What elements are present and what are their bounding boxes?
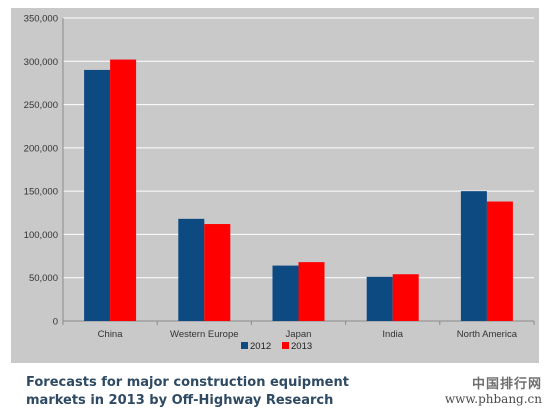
y-tick-label: 100,000 <box>24 230 58 241</box>
watermark-url: www.phbang.cn <box>444 392 542 406</box>
chart-caption: Forecasts for major construction equipme… <box>26 375 349 408</box>
bar-chart: 0 50,000 100,000 150,000 200,000 250,000 300,0… <box>24 14 535 352</box>
bar-2012-japan <box>272 265 299 321</box>
bar-2013-india <box>392 274 419 321</box>
y-tick-label: 300,000 <box>24 57 58 68</box>
y-tick-label: 350,000 <box>24 14 58 25</box>
x-tick-label: India <box>382 329 403 340</box>
watermark: 中国排行网 www.phbang.cn <box>445 373 542 406</box>
legend-swatch-2012 <box>241 342 248 349</box>
bar-2012-india <box>366 276 393 321</box>
bar-2012-western-europe <box>178 218 205 321</box>
bar-2013-japan <box>298 262 325 321</box>
bar-2013-china <box>110 59 137 321</box>
legend-label-2012: 2012 <box>250 341 271 352</box>
chart-panel: 0 50,000 100,000 150,000 200,000 250,000 300,0… <box>11 8 539 363</box>
x-tick-label: Japan <box>286 329 312 340</box>
y-tick-label: 0 <box>53 317 58 328</box>
x-tick-label: North America <box>457 329 518 340</box>
legend-swatch-2013 <box>282 342 289 349</box>
bar-2012-china <box>84 69 111 321</box>
x-tick-label: Western Europe <box>170 329 238 340</box>
y-tick-label: 200,000 <box>24 143 58 154</box>
legend-label-2013: 2013 <box>291 341 312 352</box>
bar-2013-north-america <box>486 201 513 321</box>
bar-2012-north-america <box>460 191 487 321</box>
y-tick-label: 50,000 <box>29 273 58 284</box>
y-tick-label: 150,000 <box>24 187 58 198</box>
y-tick-label: 250,000 <box>24 100 58 111</box>
watermark-chinese: 中国排行网 <box>471 377 542 392</box>
x-tick-label: China <box>98 329 124 340</box>
bar-2013-western-europe <box>204 224 231 321</box>
